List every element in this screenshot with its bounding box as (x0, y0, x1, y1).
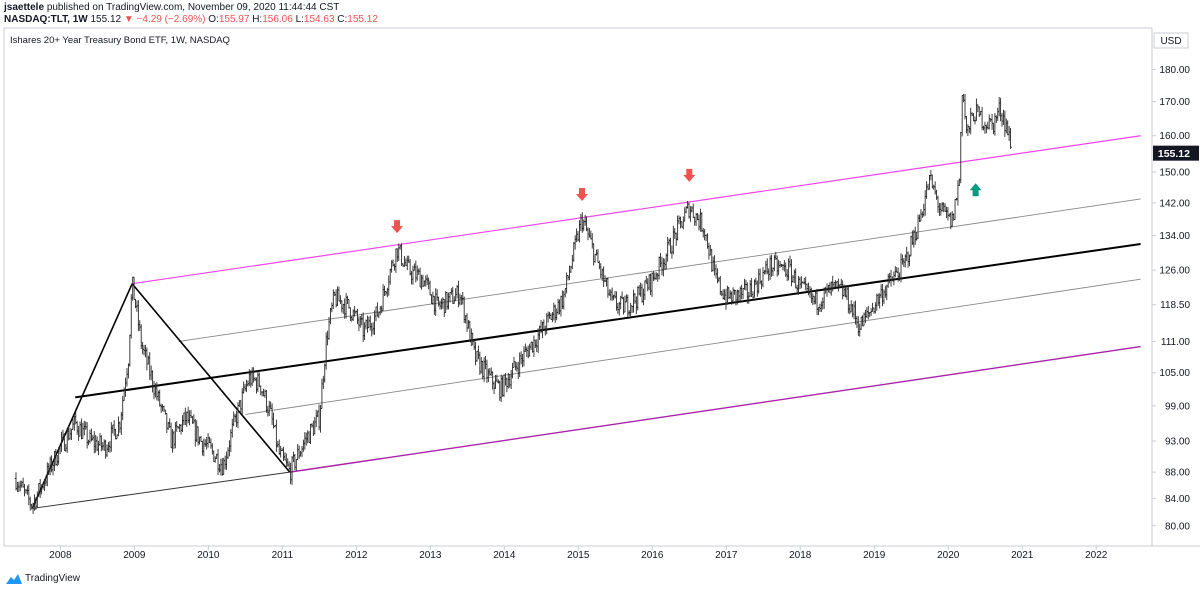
y-tick-label: 160.00 (1159, 131, 1190, 142)
pitchfork-inner-upper-line (178, 198, 1141, 342)
pitchfork-lower-line (289, 345, 1141, 473)
x-tick-label: 2014 (493, 550, 516, 561)
down-arrow-icon (683, 168, 696, 182)
pitchfork-base-line (32, 471, 290, 509)
ohlc-bar (959, 131, 963, 184)
y-tick-label: 134.00 (1159, 231, 1190, 242)
x-tick-label: 2021 (1011, 550, 1034, 561)
pitchfork-upper-line (132, 135, 1141, 285)
x-tick-label: 2017 (715, 550, 738, 561)
footer-brand: TradingView (25, 573, 81, 584)
footer[interactable]: TradingView (6, 573, 80, 584)
open-label: O: (208, 14, 219, 25)
down-arrow-icon (391, 220, 404, 234)
y-tick-label: 80.00 (1165, 521, 1190, 532)
y-tick-label: 150.00 (1159, 168, 1190, 179)
y-tick-label: 84.00 (1165, 494, 1190, 505)
open-value: 155.97 (218, 14, 250, 25)
close-value: 155.12 (347, 14, 378, 25)
ohlc-legend: NASDAQ:TLT, 1W 155.12 ▼ −4.29 (−2.69%) O… (4, 14, 378, 26)
tradingview-logo-icon (6, 573, 22, 584)
down-arrow-icon (576, 188, 588, 202)
price-change: −4.29 (−2.69%) (136, 14, 206, 25)
pitchfork-inner-lower-line (245, 278, 1141, 415)
y-tick-label: 142.00 (1159, 198, 1190, 209)
author-name[interactable]: jsaettele (4, 2, 45, 13)
y-tick-label: 111.00 (1161, 337, 1191, 348)
low-value: 154.63 (303, 14, 335, 25)
price-bars (14, 93, 1012, 514)
y-tick-label: 180.00 (1159, 65, 1190, 76)
last-price: 155.12 (90, 14, 122, 25)
last-price-label: 155.12 (1158, 148, 1190, 160)
x-tick-label: 2018 (789, 550, 812, 561)
x-tick-label: 2013 (419, 550, 442, 561)
time-axis[interactable]: 2008 2009 2010 2011 2012 2013 2014 2015 2016 2017… (4, 545, 1200, 561)
x-tick-label: 2012 (345, 550, 368, 561)
publish-info: jsaettele published on TradingView.com, … (4, 2, 339, 14)
y-tick-label: 99.00 (1165, 401, 1190, 412)
y-tick-label: 88.00 (1165, 468, 1190, 479)
x-tick-label: 2011 (272, 550, 294, 561)
ohlc-bar (129, 294, 133, 339)
down-triangle-icon: ▼ (123, 14, 134, 25)
currency-label: USD (1160, 36, 1181, 47)
y-tick-label: 93.00 (1165, 437, 1190, 448)
y-tick-label: 126.00 (1159, 266, 1190, 277)
x-tick-label: 2015 (567, 550, 590, 561)
x-tick-label: 2022 (1085, 550, 1108, 561)
x-tick-label: 2010 (197, 550, 220, 561)
symbol-label: NASDAQ:TLT, 1W (4, 14, 88, 25)
x-tick-label: 2020 (937, 550, 960, 561)
ohlc-bar (128, 334, 132, 367)
high-value: 156.06 (262, 14, 293, 25)
x-tick-label: 2008 (49, 550, 72, 561)
y-tick-label: 118.50 (1160, 300, 1190, 311)
high-label: H: (252, 14, 263, 25)
published-text: published on TradingView.com, November 0… (46, 2, 340, 13)
y-tick-label: 170.00 (1159, 97, 1190, 108)
up-arrow-icon (969, 183, 982, 197)
x-tick-label: 2019 (863, 550, 886, 561)
last-price-badge (1153, 145, 1199, 161)
annotations[interactable] (391, 168, 982, 234)
price-axis[interactable]: 180.00 170.00 160.00 150.00 142.00 134.00 126.… (1151, 28, 1199, 546)
x-tick-label: 2016 (641, 550, 664, 561)
y-tick-label: 105.00 (1159, 368, 1190, 379)
pitchfork-drawings[interactable] (31, 135, 1141, 509)
chart-title: Ishares 20+ Year Treasury Bond ETF, 1W, … (10, 35, 230, 46)
currency-badge[interactable] (1153, 32, 1189, 49)
low-label: L: (295, 14, 304, 25)
x-tick-label: 2009 (123, 550, 146, 561)
close-label: C: (337, 14, 348, 25)
pitchfork-median-line (75, 242, 1141, 399)
ohlc-bar (1009, 127, 1012, 149)
chart-pane-border (3, 27, 1153, 547)
